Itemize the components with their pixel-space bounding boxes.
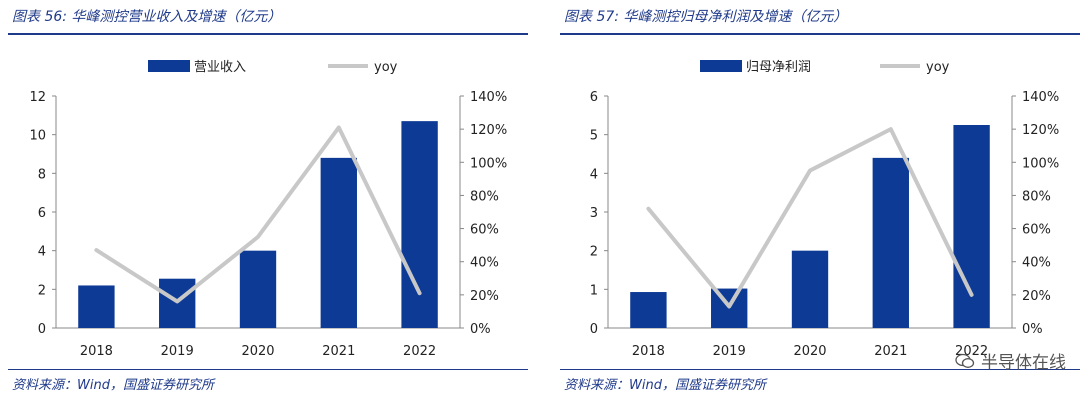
left-tick-label: 2 xyxy=(590,245,598,260)
right-tick-label: 140% xyxy=(470,90,507,105)
source-divider xyxy=(560,369,1080,370)
right-tick-label: 60% xyxy=(1022,223,1051,238)
x-tick-label: 2019 xyxy=(161,344,194,359)
bar xyxy=(401,121,438,328)
wechat-icon xyxy=(955,353,975,368)
bar xyxy=(953,125,990,328)
chart-source: 资料来源：Wind，国盛证券研究所 xyxy=(12,378,214,393)
x-tick-label: 2022 xyxy=(955,344,988,359)
bar xyxy=(320,157,357,328)
chart-source: 资料来源：Wind，国盛证券研究所 xyxy=(564,378,766,393)
left-tick-label: 2 xyxy=(38,283,46,298)
watermark: 半导体在线 xyxy=(955,348,1066,373)
left-tick-label: 1 xyxy=(590,283,598,298)
left-tick-label: 4 xyxy=(590,167,598,182)
chart-panel-revenue: 图表 56: 华峰测控营业收入及增速（亿元） 0 2 4 6 8 10 12 0% 20% 40%… xyxy=(8,0,528,406)
right-tick-label: 100% xyxy=(1022,156,1059,171)
x-tick-label: 2018 xyxy=(632,344,665,359)
right-tick-label: 60% xyxy=(470,223,499,238)
legend-bar-swatch xyxy=(700,60,742,72)
bar xyxy=(239,250,277,328)
right-tick-label: 120% xyxy=(1022,123,1059,138)
left-tick-label: 6 xyxy=(38,206,46,221)
bar xyxy=(872,157,909,328)
title-divider xyxy=(560,33,1080,35)
source-divider xyxy=(8,369,528,370)
chart-title: 图表 57: 华峰测控归母净利润及增速（亿元） xyxy=(564,9,848,25)
chart-panel-net-profit: 图表 57: 华峰测控归母净利润及增速（亿元） 0 1 2 3 4 5 6 0% 20% 40% 6… xyxy=(560,0,1080,406)
x-tick-label: 2020 xyxy=(241,344,274,359)
left-tick-label: 4 xyxy=(38,245,46,260)
right-tick-label: 80% xyxy=(470,189,499,204)
right-tick-label: 80% xyxy=(1022,189,1051,204)
legend-line-label: yoy xyxy=(374,60,398,75)
x-tick-label: 2021 xyxy=(874,344,907,359)
x-tick-label: 2020 xyxy=(793,344,826,359)
x-tick-label: 2022 xyxy=(403,344,436,359)
left-tick-label: 12 xyxy=(29,90,46,105)
right-tick-label: 40% xyxy=(470,256,499,271)
chart-title: 图表 56: 华峰测控营业收入及增速（亿元） xyxy=(12,9,282,25)
legend-bar-label: 归母净利润 xyxy=(746,60,811,75)
right-tick-label: 20% xyxy=(470,289,499,304)
left-tick-label: 6 xyxy=(590,90,598,105)
bar xyxy=(791,250,829,328)
watermark-text: 半导体在线 xyxy=(981,353,1066,373)
legend-bar-label: 营业收入 xyxy=(194,60,246,75)
right-tick-label: 140% xyxy=(1022,90,1059,105)
title-divider xyxy=(8,33,528,35)
right-tick-label: 40% xyxy=(1022,256,1051,271)
left-tick-label: 10 xyxy=(29,129,46,144)
left-tick-label: 0 xyxy=(590,322,598,337)
x-tick-label: 2018 xyxy=(80,344,113,359)
legend-bar-swatch xyxy=(148,60,190,72)
left-tick-label: 8 xyxy=(38,167,46,182)
legend-line-label: yoy xyxy=(926,60,950,75)
bar xyxy=(630,292,667,328)
left-tick-label: 3 xyxy=(590,206,598,221)
left-tick-label: 0 xyxy=(38,322,46,337)
right-tick-label: 120% xyxy=(470,123,507,138)
bar xyxy=(78,285,115,328)
right-tick-label: 0% xyxy=(1022,322,1043,337)
x-tick-label: 2019 xyxy=(713,344,746,359)
right-tick-label: 0% xyxy=(470,322,491,337)
right-tick-label: 20% xyxy=(1022,289,1051,304)
right-tick-label: 100% xyxy=(470,156,507,171)
x-tick-label: 2021 xyxy=(322,344,355,359)
left-tick-label: 5 xyxy=(590,129,598,144)
